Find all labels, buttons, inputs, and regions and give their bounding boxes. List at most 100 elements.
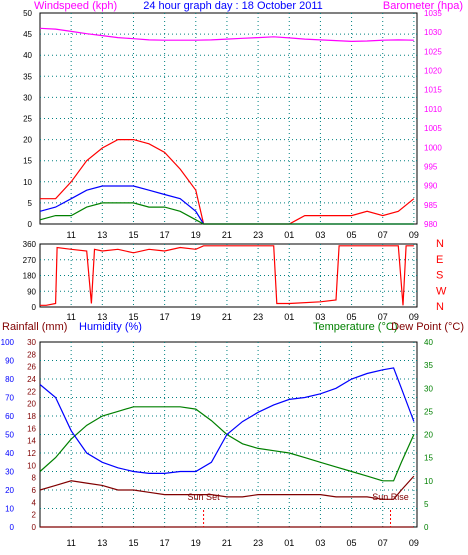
y-tick-label: 80 — [5, 375, 14, 384]
temp-grid — [40, 342, 417, 527]
series-line-dew-point — [39, 475, 415, 500]
y-tick-label: 45 — [23, 30, 32, 39]
y-tick-label: 0 — [32, 523, 37, 532]
y-tick-label: 30 — [5, 468, 14, 477]
x-tick-label: 15 — [128, 538, 138, 548]
y-tick-label: 70 — [5, 394, 14, 403]
x-tick-label: 05 — [347, 230, 357, 240]
direction-grid — [40, 244, 417, 307]
x-tick-label: 11 — [66, 538, 75, 548]
x-tick-label: 07 — [378, 312, 388, 322]
y-tick-label: N — [436, 238, 444, 250]
y-tick-label: 40 — [5, 449, 14, 458]
y-tick-label: 50 — [5, 431, 14, 440]
y-tick-label: 1005 — [424, 124, 442, 133]
y-tick-label: 2 — [32, 511, 37, 520]
direction-tick-labels: 0 90 180 270 360 — [23, 240, 37, 312]
sun-annotations: Sun Set Sun Rise — [188, 492, 409, 527]
x-tick-label: 23 — [253, 538, 263, 548]
x-tick-label: 19 — [191, 230, 201, 240]
y-tick-label: 26 — [27, 363, 36, 372]
y-tick-label: 15 — [23, 157, 32, 166]
y-tick-label: 1020 — [424, 67, 442, 76]
x-tick-label: 03 — [315, 230, 325, 240]
temperature-axis-label: Temperature (°C) — [313, 321, 397, 333]
y-tick-label: 10 — [5, 505, 14, 514]
x-tick-label: 21 — [222, 538, 232, 548]
x-tick-label: 07 — [378, 230, 388, 240]
y-tick-label: 28 — [27, 350, 36, 359]
y-tick-label: 1000 — [424, 143, 442, 152]
x-tick-label: 21 — [222, 312, 232, 322]
y-tick-label: N — [436, 301, 444, 313]
y-tick-label: 40 — [424, 338, 433, 347]
y-tick-label: E — [436, 254, 443, 266]
x-tick-label: 13 — [97, 312, 107, 322]
y-tick-label: 1025 — [424, 47, 442, 56]
x-tick-label: 23 — [253, 230, 263, 240]
x-tick-label: 01 — [284, 312, 294, 322]
windspeed-axis-label: Windspeed (kph) — [34, 0, 117, 12]
x-tick-label: 11 — [66, 312, 75, 322]
dewpoint-axis-label: Dew Point (°C) — [391, 321, 464, 333]
x-tick-label: 19 — [191, 312, 201, 322]
temperature-tick-labels: 0 5 10 15 20 25 30 35 40 — [424, 338, 433, 532]
y-tick-label: S — [436, 270, 443, 282]
y-tick-label: 980 — [424, 220, 438, 229]
barometer-axis-label: Barometer (hpa) — [383, 0, 463, 12]
x-tick-label: 05 — [347, 538, 357, 548]
y-tick-label: 40 — [23, 51, 32, 60]
x-tick-label: 17 — [160, 312, 170, 322]
y-tick-label: 12 — [27, 449, 36, 458]
direction-series-layer — [40, 245, 414, 306]
temp-series-layer — [39, 367, 415, 528]
y-tick-label: 30 — [27, 338, 36, 347]
sun-annotation-label: Sun Rise — [372, 492, 409, 502]
y-tick-label: 25 — [424, 407, 433, 416]
y-tick-label: 18 — [27, 412, 36, 421]
x-tick-label: 09 — [409, 538, 419, 548]
y-tick-label: 0 — [32, 303, 37, 312]
y-tick-label: 20 — [424, 431, 433, 440]
wind-grid — [40, 13, 417, 224]
x-tick-label: 15 — [128, 312, 138, 322]
y-tick-label: 1030 — [424, 28, 442, 37]
x-tick-label: 11 — [66, 230, 75, 240]
wind-barometer-panel: Windspeed (kph) 24 hour graph day : 18 O… — [23, 0, 463, 240]
y-tick-label: 16 — [27, 424, 36, 433]
y-tick-label: 30 — [23, 93, 32, 102]
y-tick-label: 24 — [27, 375, 36, 384]
series-line-temperature — [39, 406, 415, 482]
y-tick-label: 14 — [27, 437, 36, 446]
y-tick-label: 20 — [27, 400, 36, 409]
humidity-tick-labels: 0 10 20 30 40 50 60 70 80 90 100 — [1, 338, 15, 532]
rainfall-axis-label: Rainfall (mm) — [2, 321, 67, 333]
y-tick-label: 0 — [28, 220, 33, 229]
graph-title: 24 hour graph day : 18 October 2011 — [143, 0, 323, 12]
y-tick-label: 35 — [424, 361, 433, 370]
x-tick-label: 03 — [315, 312, 325, 322]
x-tick-label: 19 — [191, 538, 201, 548]
y-tick-label: 20 — [5, 486, 14, 495]
y-tick-label: 990 — [424, 182, 438, 191]
series-line-wind-lull — [39, 202, 414, 225]
series-line-barometer-hbs- — [39, 27, 414, 43]
y-tick-label: 10 — [424, 477, 433, 486]
y-tick-label: 985 — [424, 201, 438, 210]
y-tick-label: 10 — [23, 178, 32, 187]
x-tick-label: 03 — [315, 538, 325, 548]
y-tick-label: 25 — [23, 115, 32, 124]
x-tick-label: 13 — [97, 230, 107, 240]
y-tick-label: W — [436, 285, 447, 297]
y-tick-label: 5 — [28, 199, 33, 208]
y-tick-label: 15 — [424, 454, 433, 463]
x-tick-label: 17 — [160, 538, 170, 548]
y-tick-label: 1015 — [424, 86, 442, 95]
x-tick-label: 17 — [160, 230, 170, 240]
x-tick-label: 09 — [409, 230, 419, 240]
sun-annotation-label: Sun Set — [188, 492, 221, 502]
